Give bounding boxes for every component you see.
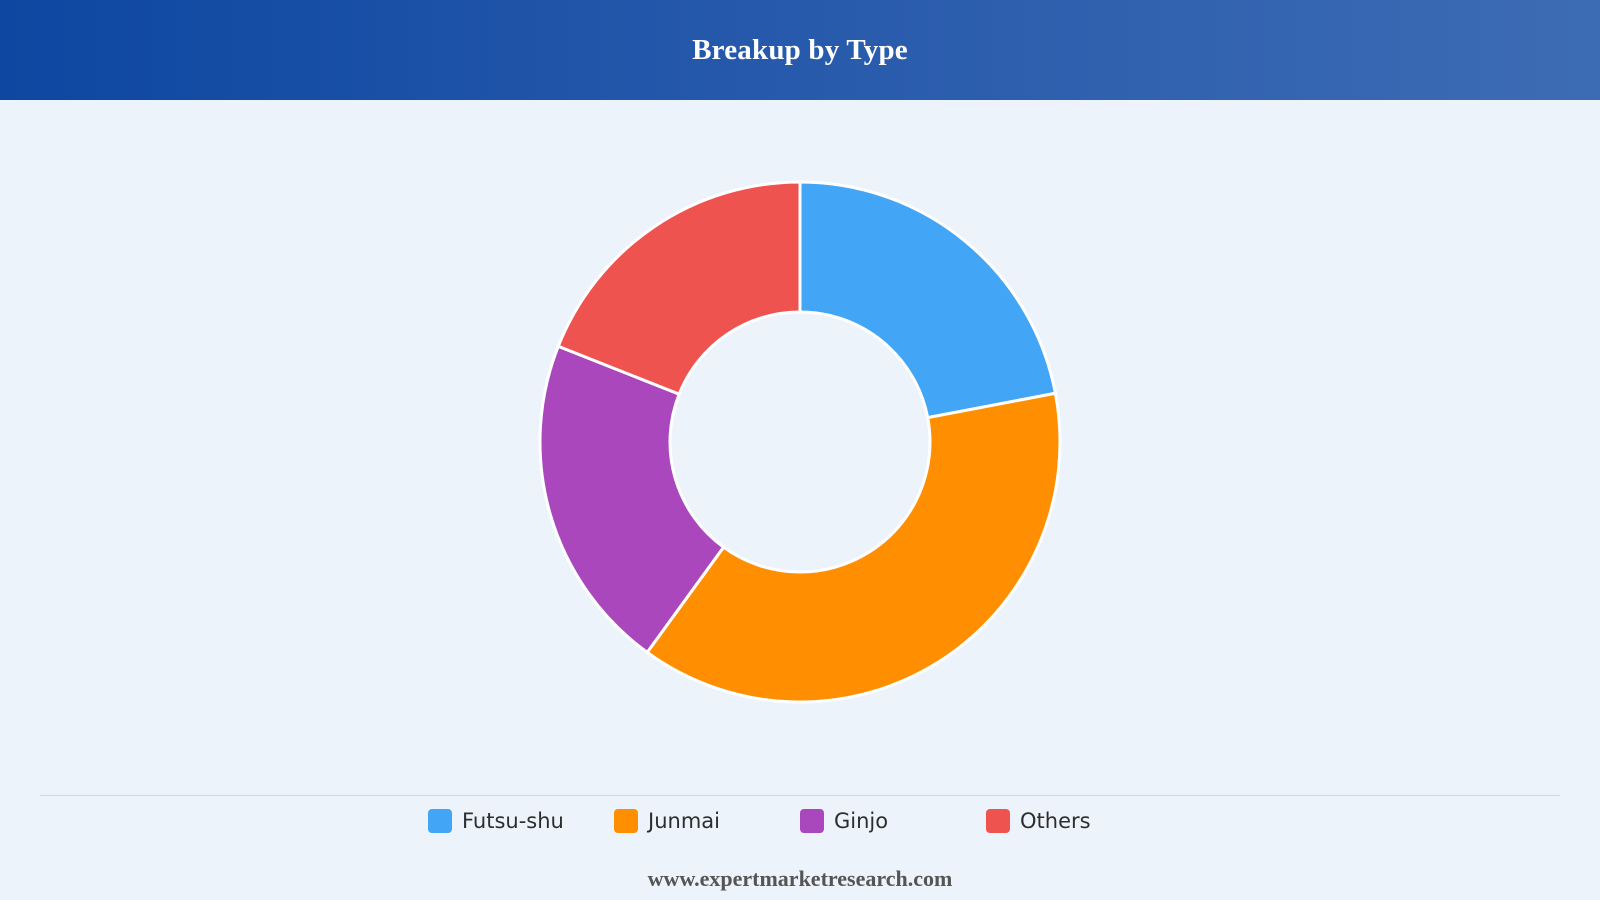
- legend-item-futsu-shu[interactable]: Futsu-shu: [428, 806, 564, 836]
- legend-label: Junmai: [648, 809, 720, 833]
- chart-legend: Futsu-shu Junmai Ginjo Others: [0, 806, 1600, 836]
- legend-swatch: [986, 809, 1010, 833]
- chart-title: Breakup by Type: [692, 33, 908, 66]
- donut-chart: [538, 180, 1062, 704]
- chart-area: [0, 100, 1600, 790]
- legend-divider: [40, 795, 1560, 796]
- legend-swatch: [428, 809, 452, 833]
- source-footer: www.expertmarketresearch.com: [647, 866, 953, 891]
- legend-item-junmai[interactable]: Junmai: [614, 806, 720, 836]
- donut-slice-others[interactable]: [556, 180, 802, 397]
- legend-swatch: [800, 809, 824, 833]
- donut-slice-futsu-shu[interactable]: [798, 180, 1058, 420]
- legend-label: Others: [1020, 809, 1091, 833]
- donut-slice-ginjo[interactable]: [538, 344, 726, 655]
- legend-label: Ginjo: [834, 809, 889, 833]
- legend-item-others[interactable]: Others: [986, 806, 1091, 836]
- chart-header: Breakup by Type: [0, 0, 1600, 100]
- donut-slice-junmai[interactable]: [645, 391, 1062, 704]
- legend-swatch: [614, 809, 638, 833]
- legend-label: Futsu-shu: [462, 809, 564, 833]
- legend-item-ginjo[interactable]: Ginjo: [800, 806, 888, 836]
